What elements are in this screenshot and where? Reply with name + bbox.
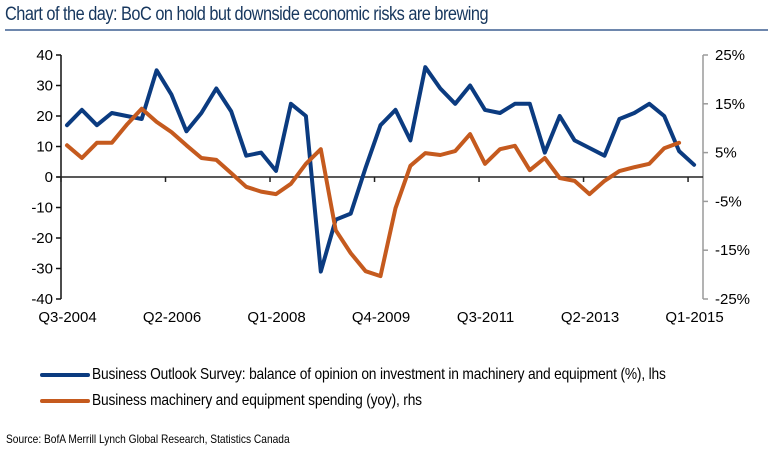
right-tick-label: -5%: [715, 193, 742, 210]
legend-item-spending: Business machinery and equipment spendin…: [40, 388, 759, 414]
tick-labels: 40 30 20 10 0 -10 -20 -30 -40 25% 15% 5% -5% -15% -25%…: [31, 47, 750, 326]
x-tick-label: Q2-2006: [143, 309, 201, 326]
right-tick-label: 5%: [715, 145, 737, 162]
legend-label: Business machinery and equipment spendin…: [92, 392, 422, 409]
legend-item-survey: Business Outlook Survey: balance of opin…: [40, 362, 759, 388]
legend-swatch-orange: [40, 399, 90, 403]
right-tick-label: 25%: [715, 47, 745, 64]
x-tick-label: Q3-2011: [457, 309, 514, 326]
left-tick-label: 0: [45, 169, 53, 186]
left-tick-label: 10: [36, 139, 53, 156]
right-tick-label: 15%: [715, 96, 745, 113]
left-tick-label: 40: [36, 47, 53, 64]
left-tick-label: -40: [31, 291, 53, 308]
title-underline: [5, 29, 768, 31]
left-tick-label: -20: [31, 230, 53, 247]
x-tick-label: Q1-2015: [665, 309, 723, 326]
series-lines: [65, 65, 697, 279]
right-tick-label: -25%: [715, 291, 750, 308]
x-tick-label: Q1-2008: [247, 309, 305, 326]
left-tick-label: 20: [36, 108, 53, 125]
x-tick-label: Q3-2004: [38, 309, 96, 326]
series-line-spending: [65, 106, 682, 279]
legend: Business Outlook Survey: balance of opin…: [40, 362, 759, 414]
legend-swatch-blue: [40, 373, 90, 377]
axes: [56, 54, 708, 300]
source-note: Source: BofA Merrill Lynch Global Resear…: [6, 432, 290, 446]
series-line-survey: [65, 65, 697, 274]
right-tick-label: -15%: [715, 242, 750, 259]
line-chart: 40 30 20 10 0 -10 -20 -30 -40 25% 15% 5% -5% -15% -25%…: [31, 47, 750, 326]
chart-title: Chart of the day: BoC on hold but downsi…: [5, 4, 489, 25]
left-tick-label: 30: [36, 78, 53, 95]
left-tick-label: -10: [31, 200, 53, 217]
legend-label: Business Outlook Survey: balance of opin…: [92, 366, 666, 383]
left-tick-label: -30: [31, 261, 53, 278]
x-tick-label: Q2-2013: [561, 309, 619, 326]
x-tick-label: Q4-2009: [352, 309, 410, 326]
